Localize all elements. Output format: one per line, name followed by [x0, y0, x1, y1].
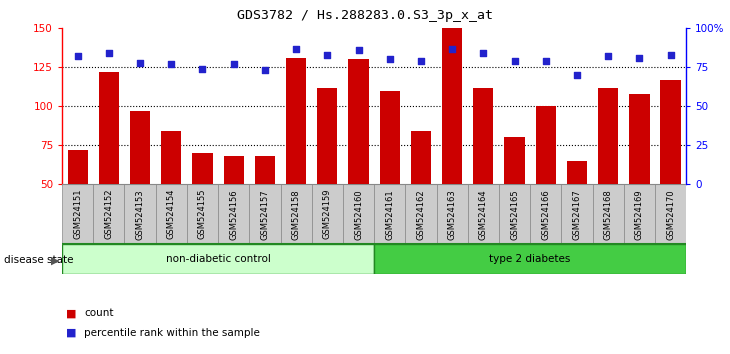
Point	[446, 46, 458, 51]
Point	[134, 60, 146, 65]
Point	[228, 61, 239, 67]
Point	[384, 57, 396, 62]
Text: GSM524151: GSM524151	[73, 189, 82, 239]
Bar	[62, 184, 93, 244]
Bar	[67, 150, 88, 184]
Bar	[99, 72, 119, 184]
Point	[415, 58, 427, 64]
Bar	[530, 184, 561, 244]
Point	[103, 50, 115, 56]
Bar	[499, 184, 530, 244]
Bar	[536, 106, 556, 184]
Bar	[661, 80, 681, 184]
Bar	[380, 91, 400, 184]
Text: GSM524165: GSM524165	[510, 189, 519, 240]
Bar	[374, 184, 405, 244]
Point	[477, 50, 489, 56]
Bar	[223, 156, 244, 184]
Bar	[249, 184, 280, 244]
Bar	[598, 87, 618, 184]
Text: ▶: ▶	[51, 255, 60, 265]
Point	[571, 72, 583, 78]
Text: GSM524157: GSM524157	[261, 189, 269, 240]
Point	[665, 52, 677, 58]
Point	[196, 66, 208, 72]
Bar	[312, 184, 343, 244]
Text: GSM524164: GSM524164	[479, 189, 488, 240]
Bar	[192, 153, 212, 184]
Point	[540, 58, 552, 64]
Bar	[124, 184, 155, 244]
Bar	[437, 184, 468, 244]
Point	[166, 61, 177, 67]
Text: GSM524161: GSM524161	[385, 189, 394, 240]
Text: ■: ■	[66, 308, 76, 318]
Bar	[286, 58, 307, 184]
Bar	[280, 184, 312, 244]
Bar	[504, 137, 525, 184]
Text: GSM524169: GSM524169	[635, 189, 644, 240]
Text: GSM524170: GSM524170	[666, 189, 675, 240]
Text: GSM524168: GSM524168	[604, 189, 612, 240]
Bar	[566, 161, 587, 184]
Text: GSM524166: GSM524166	[541, 189, 550, 240]
Point	[259, 68, 271, 73]
Bar	[255, 156, 275, 184]
Bar	[130, 111, 150, 184]
Bar	[411, 131, 431, 184]
Bar	[93, 184, 124, 244]
Bar	[561, 184, 593, 244]
Point	[602, 53, 614, 59]
Text: percentile rank within the sample: percentile rank within the sample	[84, 328, 260, 338]
Point	[321, 52, 333, 58]
Text: GSM524160: GSM524160	[354, 189, 363, 240]
Bar	[374, 244, 686, 274]
Point	[291, 46, 302, 51]
Bar	[317, 87, 337, 184]
Text: GSM524167: GSM524167	[572, 189, 582, 240]
Bar	[624, 184, 655, 244]
Text: GSM524154: GSM524154	[166, 189, 176, 239]
Text: GSM524159: GSM524159	[323, 189, 332, 239]
Bar	[655, 184, 686, 244]
Bar	[629, 94, 650, 184]
Text: GSM524155: GSM524155	[198, 189, 207, 239]
Point	[634, 55, 645, 61]
Point	[353, 47, 364, 53]
Point	[72, 53, 83, 59]
Text: GSM524162: GSM524162	[416, 189, 426, 240]
Bar	[187, 184, 218, 244]
Text: type 2 diabetes: type 2 diabetes	[490, 254, 571, 264]
Point	[509, 58, 520, 64]
Text: GDS3782 / Hs.288283.0.S3_3p_x_at: GDS3782 / Hs.288283.0.S3_3p_x_at	[237, 9, 493, 22]
Text: non-diabetic control: non-diabetic control	[166, 254, 271, 264]
Bar	[155, 184, 187, 244]
Bar	[468, 184, 499, 244]
Text: count: count	[84, 308, 113, 318]
Bar	[348, 59, 369, 184]
Bar	[218, 184, 250, 244]
Bar	[442, 28, 462, 184]
Text: GSM524163: GSM524163	[447, 189, 457, 240]
Bar	[343, 184, 374, 244]
Text: GSM524158: GSM524158	[291, 189, 301, 240]
Text: GSM524156: GSM524156	[229, 189, 238, 240]
Bar	[593, 184, 624, 244]
Bar	[473, 87, 493, 184]
Bar	[161, 131, 182, 184]
Text: ■: ■	[66, 328, 76, 338]
Text: GSM524152: GSM524152	[104, 189, 113, 239]
Bar	[62, 244, 374, 274]
Text: GSM524153: GSM524153	[136, 189, 145, 240]
Text: disease state: disease state	[4, 255, 73, 265]
Bar	[405, 184, 437, 244]
